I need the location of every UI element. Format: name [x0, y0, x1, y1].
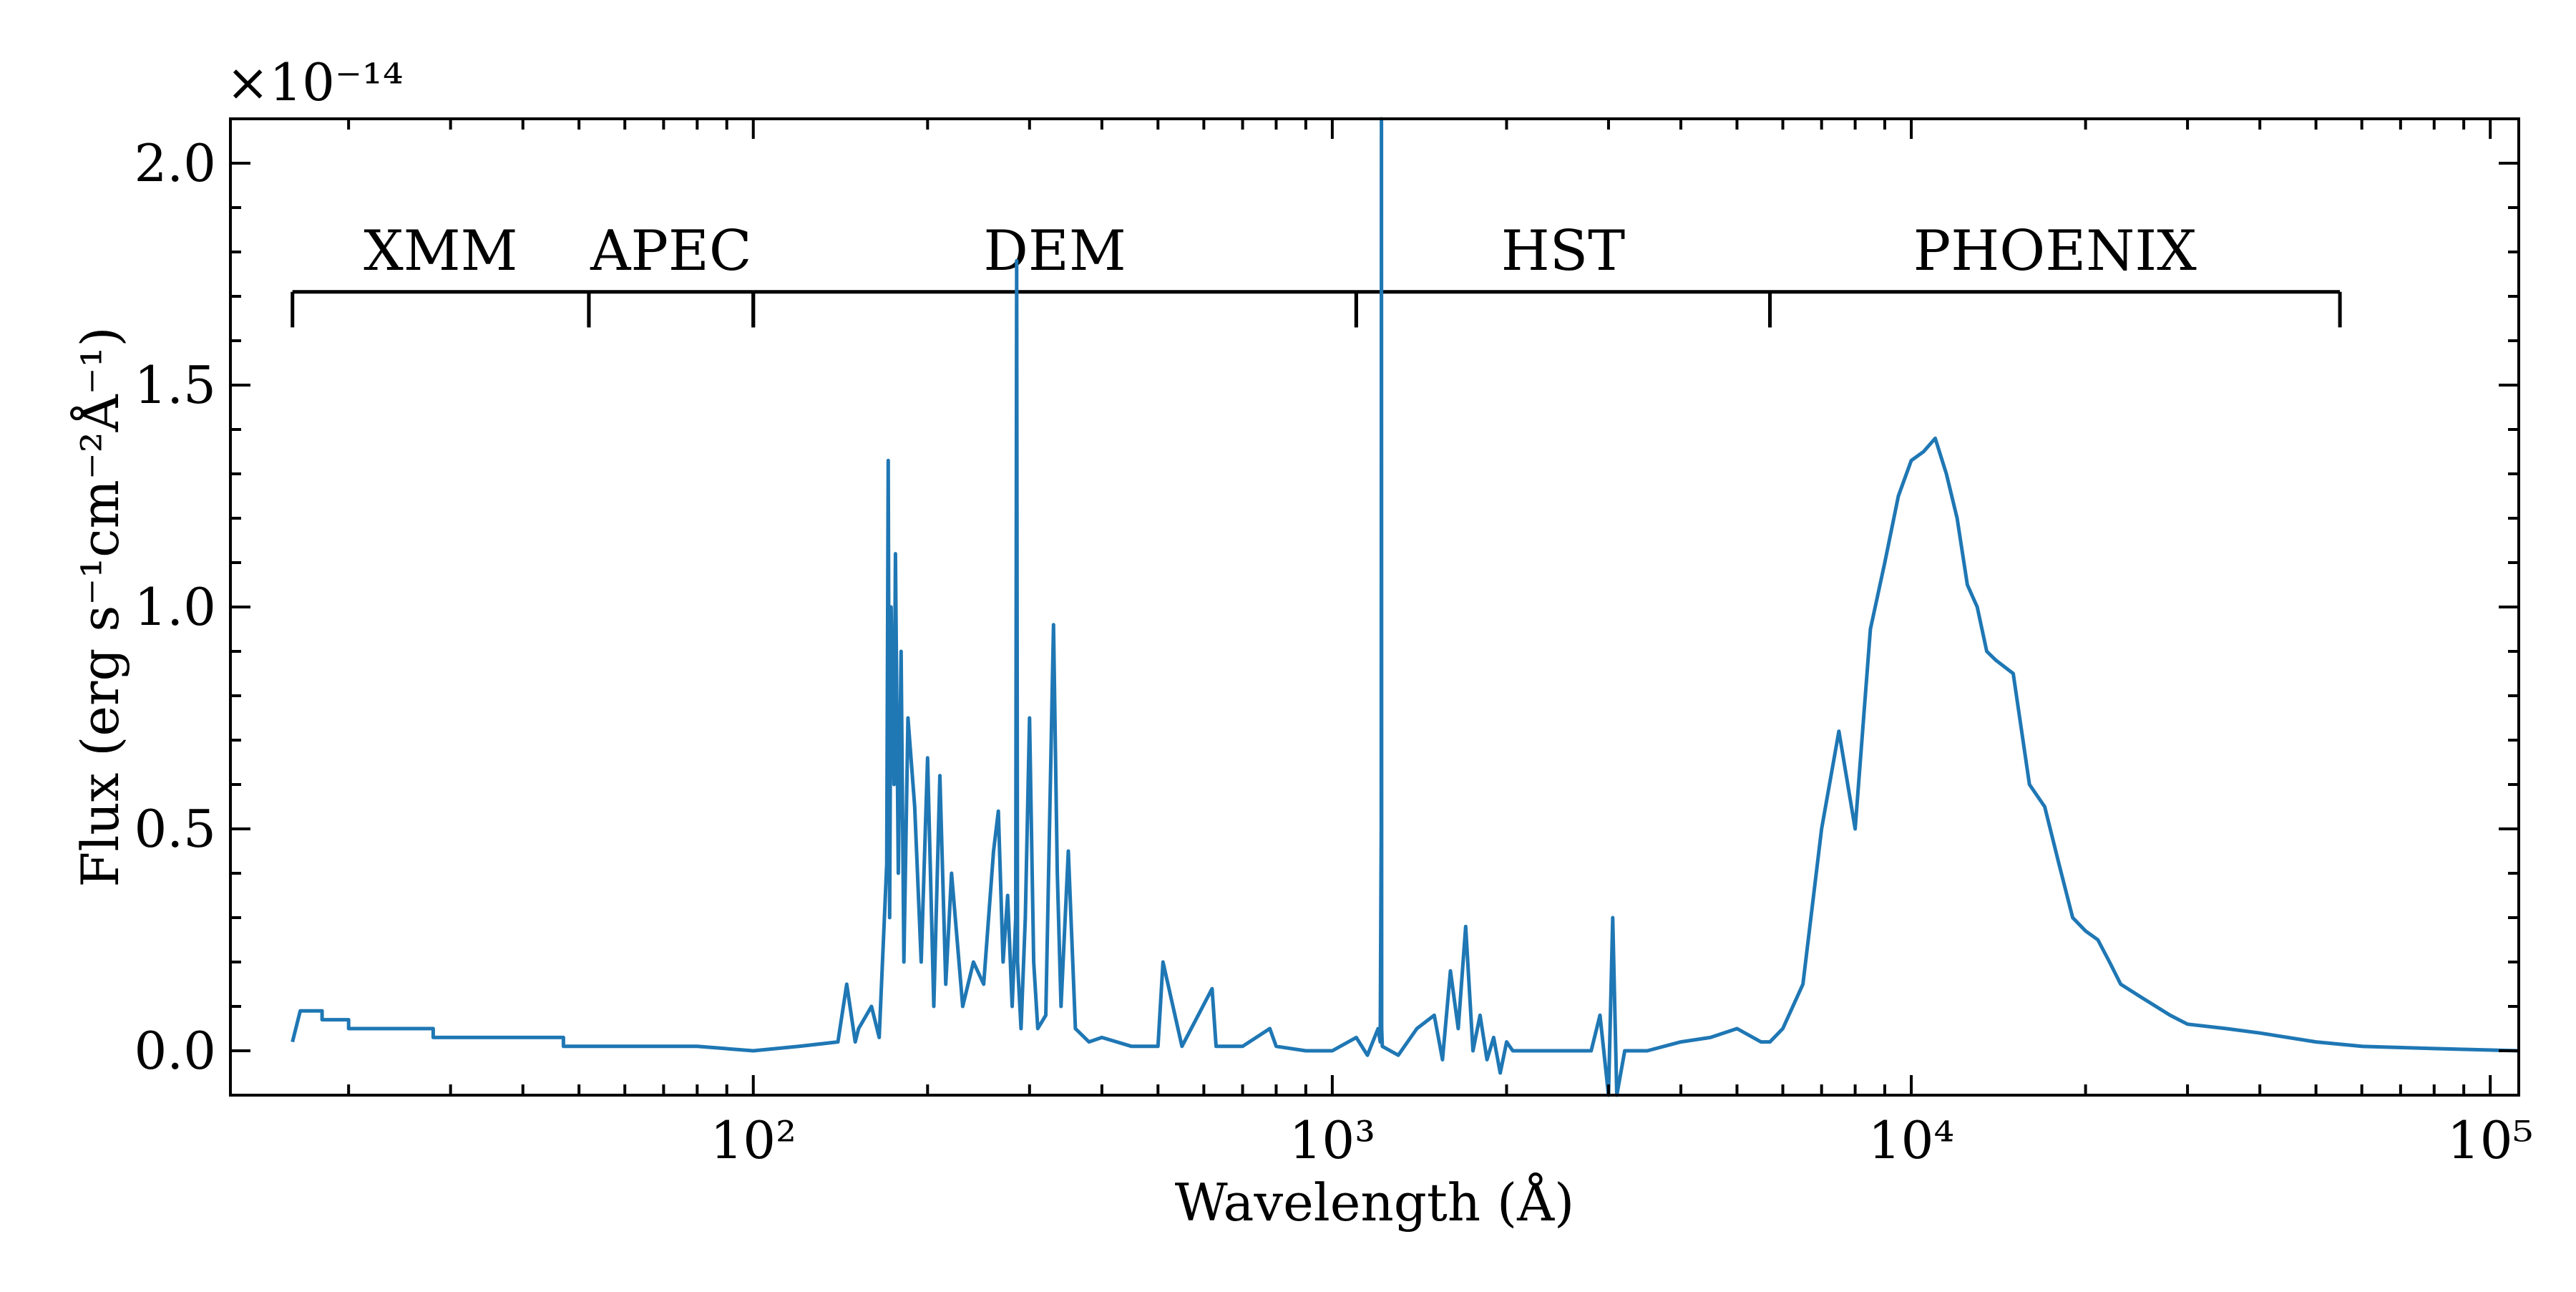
region-label-4: PHOENIX — [1913, 219, 2197, 283]
x-tick-label-2: 10⁴ — [1868, 1110, 1954, 1170]
y-tick-label-4: 2.0 — [134, 133, 216, 193]
series-group — [291, 117, 2519, 1097]
region-label-1: APEC — [590, 219, 751, 283]
x-tick-label-1: 10³ — [1289, 1110, 1375, 1170]
y-tick-label-3: 1.5 — [134, 355, 216, 415]
x-tick-label-3: 10⁵ — [2447, 1110, 2533, 1170]
y-axis-ticks: 0.0 0.5 1.0 1.5 2.0 — [134, 117, 2519, 1097]
x-axis-label: Wavelength (Å) — [1175, 1172, 1574, 1233]
y-axis-label: Flux (erg s⁻¹cm⁻²Å⁻¹) — [69, 326, 130, 887]
x-tick-label-0: 10² — [710, 1110, 796, 1170]
y-tick-label-0: 0.0 — [134, 1021, 216, 1081]
y-multiplier-label: ×10⁻¹⁴ — [226, 52, 404, 112]
region-label-0: XMM — [364, 219, 517, 283]
region-label-2: DEM — [983, 219, 1126, 283]
x-axis-ticks: 10² 10³ 10⁴ 10⁵ — [347, 119, 2533, 1170]
y-tick-label-1: 0.5 — [134, 799, 216, 859]
series-line-0 — [291, 117, 2519, 1097]
region-brackets: XMM APEC DEM HST PHOENIX — [291, 219, 2342, 328]
y-tick-label-2: 1.0 — [134, 577, 216, 637]
region-label-3: HST — [1501, 219, 1625, 283]
